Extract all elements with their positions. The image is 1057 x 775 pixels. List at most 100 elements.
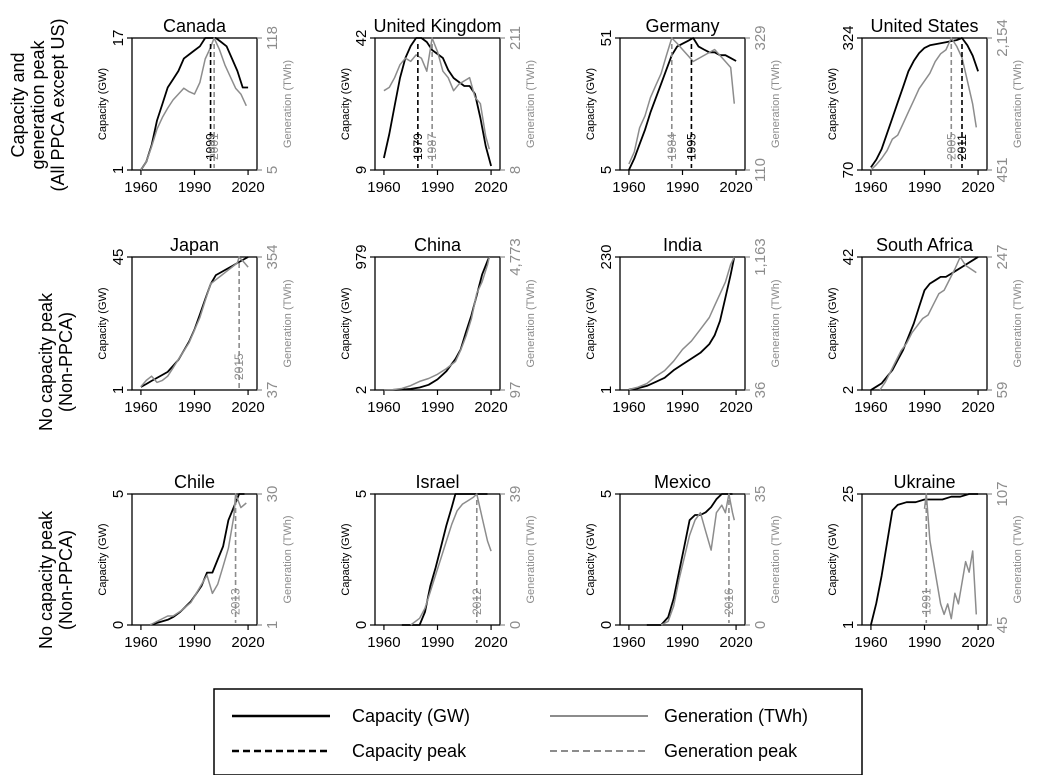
y2-axis-title: Generation (TWh) [525,279,537,367]
capacity-series-line [870,493,979,626]
capacity-series-line [646,493,733,626]
x-tick-label: 2020 [961,399,994,416]
panel-title: Canada [163,16,227,36]
legend-generation-label: Generation (TWh) [664,706,808,726]
x-tick-label: 2020 [474,399,507,416]
generation-peak-label: 2016 [722,588,736,615]
panel-ukraine: Ukraine 1960 1990 2020 1 25 45 107 Capacity (GW)… [827,472,1024,651]
y2-tick-label: 59 [994,382,1011,399]
y2-axis-title: Generation (TWh) [282,60,294,148]
legend-box [213,688,863,775]
x-tick-label: 1960 [124,399,157,416]
y2-axis-title: Generation (TWh) [770,279,782,367]
x-tick-label: 1990 [666,179,699,196]
y-tick-label: 2 [840,386,857,394]
row-label-2-line-2: (Non-PPCA) [56,312,76,412]
x-tick-label: 1990 [178,399,211,416]
y2-axis-title: Generation (TWh) [1012,60,1024,148]
x-tick-label: 1960 [854,399,887,416]
y-tick-label: 70 [840,162,857,179]
y2-tick-label: 1 [264,621,281,629]
y2-tick-label: 8 [507,166,524,174]
x-tick-label: 2020 [961,634,994,651]
y2-axis-title: Generation (TWh) [1012,279,1024,367]
x-tick-label: 1990 [908,399,941,416]
legend-capacity-peak-label: Capacity peak [352,741,467,761]
panel-title: United Kingdom [373,16,501,36]
generation-series-line [628,37,736,165]
y2-axis-title: Generation (TWh) [770,515,782,603]
x-tick-label: 1990 [666,634,699,651]
y2-tick-label: 354 [264,244,281,269]
y2-tick-label: 329 [752,25,769,50]
panel-title: Israel [415,472,459,492]
y-axis-title: Capacity (GW) [340,287,352,359]
y2-tick-label: 39 [507,486,524,503]
legend: Capacity (GW) Generation (TWh) Capacity … [213,688,863,775]
y2-axis-title: Generation (TWh) [282,279,294,367]
y-axis-title: Capacity (GW) [97,523,109,595]
row-label-1-line-3: (All PPCA except US) [48,18,68,191]
y-tick-label: 0 [353,621,370,629]
y2-tick-label: 5 [264,166,281,174]
capacity-peak-label: 1999 [204,133,218,160]
row-label-1-line-1: Capacity and [8,52,28,157]
panel-title: Japan [170,235,219,255]
panel-title: China [414,235,462,255]
plot-area [619,37,746,171]
y2-tick-label: 45 [994,617,1011,634]
capacity-peak-label: 1979 [411,133,425,160]
y2-tick-label: 0 [752,621,769,629]
y2-tick-label: 2,154 [994,19,1011,57]
y2-tick-label: 118 [264,26,281,50]
generation-series-line [628,256,735,391]
x-tick-label: 2020 [231,179,264,196]
y2-tick-label: 37 [264,382,281,399]
y-axis-title: Capacity (GW) [585,523,597,595]
x-tick-label: 1960 [124,634,157,651]
y-axis-title: Capacity (GW) [340,523,352,595]
panel-title: United States [870,16,978,36]
legend-capacity-label: Capacity (GW) [352,706,470,726]
panel-china: China 1960 1990 2020 2 979 97 4,773 Capacity (GW… [340,235,537,416]
generation-peak-label: 2001 [207,133,221,160]
y-tick-label: 5 [110,490,127,498]
y-tick-label: 1 [110,386,127,394]
x-tick-label: 1990 [178,179,211,196]
x-tick-label: 1960 [124,179,157,196]
x-tick-label: 2020 [719,634,752,651]
generation-series-line [660,493,736,626]
row-label-3-line-1: No capacity peak [36,510,56,649]
x-tick-label: 1960 [854,179,887,196]
y2-tick-label: 35 [752,486,769,503]
row-label-3-line-2: (Non-PPCA) [56,530,76,630]
row-label-1-line-2: generation peak [28,39,48,169]
y2-tick-label: 107 [994,481,1011,506]
y-axis-title: Capacity (GW) [827,523,839,595]
y2-tick-label: 36 [752,382,769,399]
panel-title: India [663,235,703,255]
y-tick-label: 1 [598,386,615,394]
capacity-series-line [870,256,979,391]
y-tick-label: 42 [840,249,857,266]
y2-axis-title: Generation (TWh) [770,60,782,148]
y2-tick-label: 211 [507,26,524,50]
x-tick-label: 1960 [367,399,400,416]
capacity-series-line [628,37,737,171]
generation-peak-label: 2013 [229,588,243,615]
row-label-2-line-1: No capacity peak [36,292,56,431]
y-tick-label: 324 [840,25,857,50]
panel-title: Chile [174,472,215,492]
generation-peak-label: 1984 [665,133,679,160]
x-tick-label: 1990 [421,399,454,416]
panel-chile: Chile 1960 1990 2020 0 5 1 30 Capacity (GW) Gener… [97,472,294,651]
x-tick-label: 1990 [666,399,699,416]
y-tick-label: 5 [598,490,615,498]
x-tick-label: 1990 [908,179,941,196]
y-tick-label: 17 [110,30,127,47]
capacity-series-line [401,493,488,626]
panel-title: Ukraine [893,472,955,492]
y-tick-label: 5 [353,490,370,498]
